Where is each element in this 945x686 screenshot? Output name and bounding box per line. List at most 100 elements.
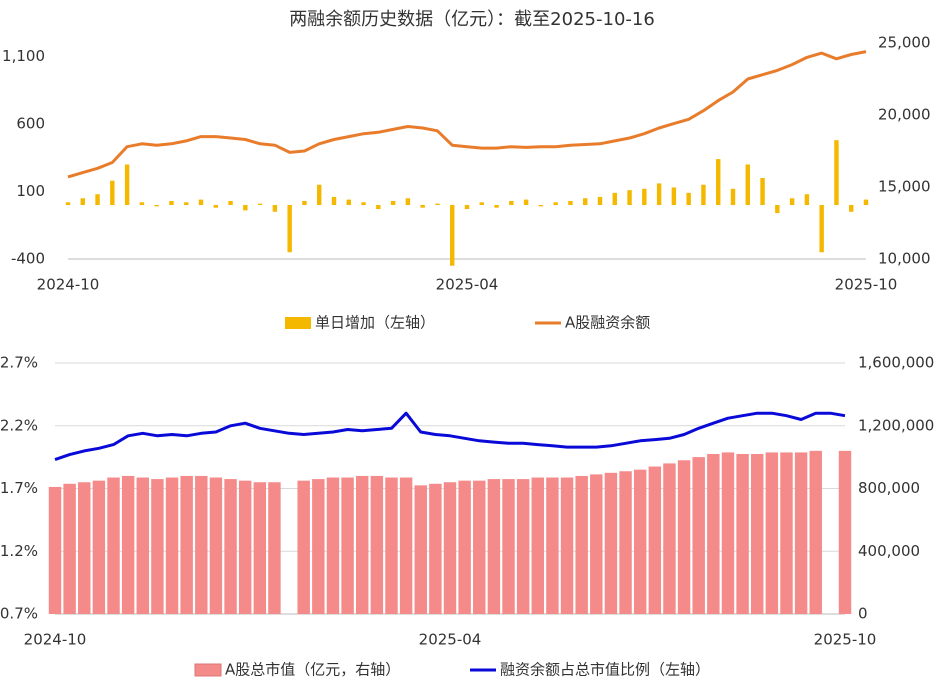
bar (48, 486, 62, 614)
bar (435, 203, 440, 205)
bar (65, 202, 71, 205)
bar (443, 482, 457, 614)
bar (195, 475, 208, 614)
bar (399, 477, 413, 614)
y2-tick-label: 25,000 (878, 34, 931, 52)
bar (346, 199, 351, 205)
bar (213, 205, 218, 208)
bar (523, 199, 529, 205)
bar (560, 477, 574, 614)
line (54, 411, 846, 462)
bar (169, 200, 174, 205)
bar (707, 453, 720, 614)
bar (297, 480, 310, 614)
bar (385, 477, 398, 614)
bar (356, 475, 369, 614)
bar (751, 453, 764, 614)
bar (701, 184, 706, 205)
y-tick-label: -400 (11, 250, 45, 268)
bar (597, 196, 603, 205)
y2-tick-label: 20,000 (878, 106, 931, 124)
bar (92, 480, 106, 614)
bar (834, 140, 839, 205)
y2-tick-label: 1,200,000 (858, 416, 934, 434)
bar (531, 477, 544, 614)
y2-tick-label: 15,000 (878, 178, 931, 196)
x-tick-label: 2025-04 (436, 276, 499, 294)
bar (716, 159, 721, 205)
y2-tick-label: 10,000 (878, 250, 931, 268)
y-tick-label: 1.2% (0, 542, 38, 560)
bar (604, 472, 618, 614)
bar (686, 192, 691, 205)
bar (370, 475, 384, 614)
bar (139, 202, 145, 205)
bar (420, 205, 425, 208)
bar (317, 184, 322, 205)
bar (538, 205, 544, 207)
y2-tick-label: 0 (858, 605, 868, 623)
bar (154, 205, 159, 207)
bar (376, 205, 381, 210)
bar (80, 198, 85, 205)
bar (165, 477, 179, 614)
bar (312, 479, 325, 614)
legend-label: A股融资余额 (565, 314, 650, 332)
y-tick-label: 2.2% (0, 416, 38, 434)
bar (780, 452, 793, 614)
bar (268, 482, 281, 614)
bar (863, 199, 869, 205)
bar (238, 480, 252, 614)
bar (63, 483, 76, 614)
bar (730, 188, 736, 205)
bar (775, 205, 780, 214)
bar (546, 477, 559, 614)
y-tick-label: 0.7% (0, 605, 38, 623)
bar (326, 477, 340, 614)
chart-title: 两融余额历史数据（亿元）：截至2025-10-16 (289, 9, 655, 30)
y2-tick-label: 400,000 (858, 542, 920, 560)
bar (107, 477, 120, 614)
line (67, 50, 867, 179)
bar (494, 205, 499, 208)
bar (243, 205, 248, 211)
y-tick-label: 1.7% (0, 479, 38, 497)
legend-swatch (285, 317, 311, 329)
bar (553, 202, 558, 205)
bar (809, 450, 822, 614)
y-tick-label: 600 (16, 115, 45, 133)
bar (78, 482, 91, 614)
bar (516, 479, 530, 614)
legend-label: 单日增加（左轴） (315, 314, 435, 332)
bar (479, 202, 484, 205)
bar (568, 200, 573, 205)
bar (633, 469, 647, 614)
y-tick-label: 100 (16, 182, 45, 200)
bar (745, 164, 750, 205)
bar (760, 178, 765, 205)
legend-label: 融资余额占总市值比例（左轴） (500, 661, 710, 679)
bar (648, 466, 662, 614)
bar (228, 200, 233, 205)
bar (473, 480, 486, 614)
bar (184, 202, 189, 205)
bar (302, 200, 307, 205)
bar (405, 198, 411, 205)
bar (458, 480, 471, 614)
bar (224, 479, 237, 614)
bar (794, 452, 808, 614)
bar (121, 475, 135, 614)
y-tick-label: 1,100 (2, 47, 45, 65)
bar (765, 452, 779, 614)
bar (627, 190, 632, 205)
bar (590, 474, 603, 614)
x-tick-label: 2025-10 (835, 276, 898, 294)
bar (464, 205, 470, 210)
y2-tick-label: 1,600,000 (858, 354, 934, 372)
bar (583, 198, 588, 205)
bar (612, 192, 617, 205)
bar (414, 485, 427, 614)
bar (721, 452, 735, 614)
bar (677, 460, 691, 614)
